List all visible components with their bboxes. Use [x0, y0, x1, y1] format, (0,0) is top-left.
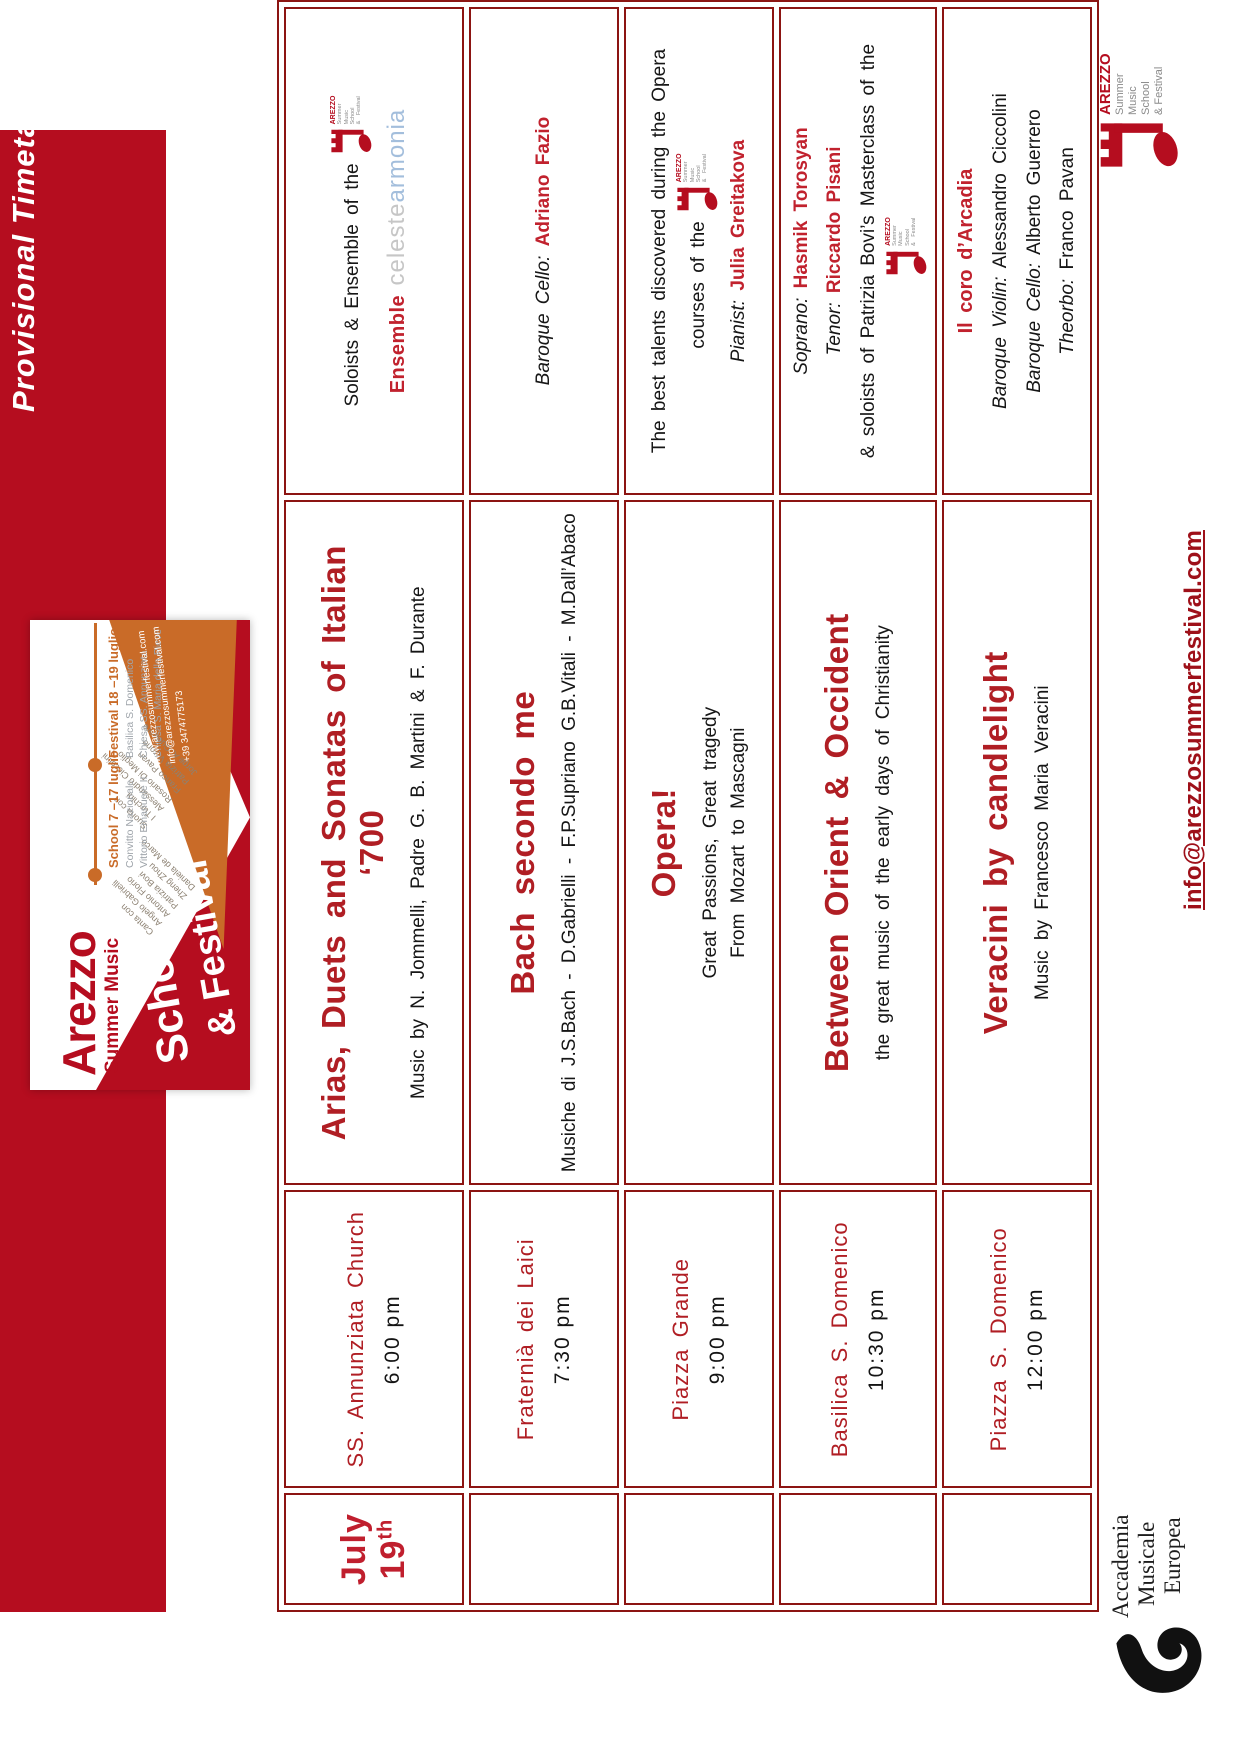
venue-cell: Basilica S. Domenico 10:30 pm: [779, 1190, 937, 1489]
title-cell: Veracini by candlelight Music by Frances…: [941, 500, 1092, 1186]
venue-name: Basilica S. Domenico: [826, 1221, 852, 1458]
performer-role: Baroque Violin:: [990, 276, 1012, 409]
date-cell-empty: [624, 1493, 774, 1605]
school-dates-title: School 7 –17 luglio: [106, 750, 121, 868]
arezzo-note-logo-icon: AREZZO Summer Music School & Festival: [885, 217, 931, 277]
performer-name: Hasmik Torosyan: [791, 127, 812, 289]
performers-line: The best talents discovered during the O…: [643, 19, 722, 483]
date-cell-empty: [779, 1493, 937, 1605]
event-subtitle: Musiche di J.S.Bach - D.Gabrielli - F.P.…: [558, 513, 580, 1173]
performer-name: Riccardo Pisani: [824, 146, 846, 294]
event-title: Veracini by candlelight: [976, 651, 1014, 1035]
event-subtitle: Music by Francesco Maria Veracini: [1031, 685, 1053, 1001]
clef-swirl-icon: [1116, 1627, 1202, 1693]
event-time: 6:00 pm: [381, 1294, 404, 1385]
date-cell-empty: [941, 1493, 1092, 1605]
performers-cell: The best talents discovered during the O…: [624, 7, 774, 496]
title-cell: Arias, Duets and Sonatas of Italian ‘700…: [284, 500, 464, 1186]
table-row: July 19th SS. Annunziata Church 6:00 pm …: [284, 7, 464, 1605]
castle-note-icon: [331, 130, 372, 153]
venue-name: Piazza Grande: [668, 1258, 693, 1421]
event-subtitle: the great music of the early days of Chr…: [872, 625, 894, 1061]
school-dates-body: Convitto Nazionale Vittorio Emanuele II: [124, 776, 151, 868]
festival-dates-title: Festival 18 –19 luglio: [106, 627, 121, 758]
venue-name: Piazza S. Domenico: [985, 1227, 1011, 1452]
event-title: Opera!: [644, 788, 682, 898]
venue-name: SS. Annunziata Church: [343, 1211, 368, 1468]
performer-role: Soprano:: [791, 297, 812, 375]
performer-role: Pianist:: [728, 299, 749, 363]
performer-name: Franco Pavan: [1056, 147, 1078, 270]
event-title: Arias, Duets and Sonatas of Italian ‘700: [314, 545, 390, 1141]
arezzo-note-logo-icon: AREZZO Summer Music School & Festival: [676, 153, 722, 213]
event-time: 9:00 pm: [706, 1294, 729, 1385]
event-subtitle-2: From Mozart to Mascagni: [728, 727, 749, 958]
table-row: Fraternià dei Laici 7:30 pm Bach secondo…: [469, 7, 619, 1605]
table-row: Piazza Grande 9:00 pm Opera! Great Passi…: [624, 7, 774, 1605]
flyer-school-dates: School 7 –17 luglio Convitto Nazionale V…: [106, 750, 151, 868]
event-time: 10:30 pm: [864, 1287, 888, 1392]
date-header: July 19th: [335, 1513, 412, 1586]
accademia-logo: Accademia Musicale Europea: [1108, 1515, 1220, 1706]
event-time: 7:30 pm: [551, 1294, 574, 1385]
performers-cell: Soloists & Ensemble of the AREZZO Summer …: [284, 7, 464, 496]
arezzo-corner-logo: AREZZO Summer Music School & Festival: [1097, 53, 1179, 172]
performers-cell: Soprano: Hasmik Torosyan Tenor: Riccardo…: [779, 7, 937, 496]
date-cell: July 19th: [284, 1493, 464, 1605]
page-title: Provisional Timetable: [6, 71, 41, 412]
title-cell: Between Orient & Occident the great musi…: [779, 500, 937, 1186]
venue-cell: SS. Annunziata Church 6:00 pm: [284, 1190, 464, 1489]
performer-role: Theorbo:: [1056, 278, 1078, 355]
event-title: Between Orient & Occident: [817, 613, 855, 1073]
event-time: 12:00 pm: [1023, 1287, 1047, 1392]
castle-note-icon: [1100, 123, 1178, 167]
contact-email-link[interactable]: info@arezzosummerfestival.com: [1180, 530, 1207, 910]
flyer-brand-sub: Summer Music: [102, 937, 123, 1073]
arezzo-note-logo-icon: AREZZO Summer Music School & Festival: [330, 96, 376, 156]
venue-cell: Fraternià dei Laici 7:30 pm: [469, 1190, 619, 1489]
event-title: Bach secondo me: [503, 690, 541, 995]
festival-flyer-logo: Arezzo Summer Music School & Festival Ca…: [30, 620, 250, 1090]
accademia-line: Europea: [1159, 1517, 1185, 1594]
event-subtitle: Music by N. Jommelli, Padre G. B. Martin…: [407, 586, 429, 1099]
timeline-dot-school: [88, 868, 102, 882]
flyer-timeline: [94, 623, 97, 885]
title-cell: Bach secondo me Musiche di J.S.Bach - D.…: [469, 500, 619, 1186]
castle-note-icon: [886, 251, 927, 275]
performers-line: & soloists of Patrizia Bovi’s Masterclas…: [852, 19, 931, 483]
castle-note-icon: [677, 188, 718, 211]
venue-cell: Piazza S. Domenico 12:00 pm: [941, 1190, 1092, 1489]
accademia-line: Musicale: [1133, 1521, 1159, 1606]
performer-role: Baroque Cello:: [533, 255, 555, 386]
performer-name: Adriano Fazio: [533, 116, 555, 247]
performer-name: Julia Greitakova: [728, 139, 749, 291]
performer-name: Alberto Guerrero: [1023, 109, 1045, 255]
accademia-line: Accademia: [1108, 1514, 1133, 1618]
table-row: Piazza S. Domenico 12:00 pm Veracini by …: [941, 7, 1092, 1605]
date-cell-empty: [469, 1493, 619, 1605]
performers-line: Soloists & Ensemble of the AREZZO Summer …: [330, 19, 376, 483]
title-cell: Opera! Great Passions, Great tragedy Fro…: [624, 500, 774, 1186]
performer-role: Baroque Cello:: [1023, 263, 1045, 393]
performer-name: Alessandro Ciccolini: [990, 93, 1012, 269]
table-row: Basilica S. Domenico 10:30 pm Between Or…: [779, 7, 937, 1605]
venue-cell: Piazza Grande 9:00 pm: [624, 1190, 774, 1489]
event-subtitle: Great Passions, Great tragedy: [699, 706, 721, 979]
venue-name: Fraternià dei Laici: [513, 1238, 538, 1441]
performers-cell: Baroque Cello: Adriano Fazio: [469, 7, 619, 496]
performers-cell: Il coro d’Arcadia Baroque Violin: Alessa…: [941, 7, 1092, 496]
flyer-brand: Arezzo: [53, 931, 105, 1076]
ensemble-name: Il coro d’Arcadia: [955, 168, 978, 334]
performer-role: Tenor:: [824, 302, 846, 356]
ensemble-line: Ensemble celestearmonia: [383, 108, 410, 394]
timetable: July 19th SS. Annunziata Church 6:00 pm …: [277, 0, 1099, 1612]
